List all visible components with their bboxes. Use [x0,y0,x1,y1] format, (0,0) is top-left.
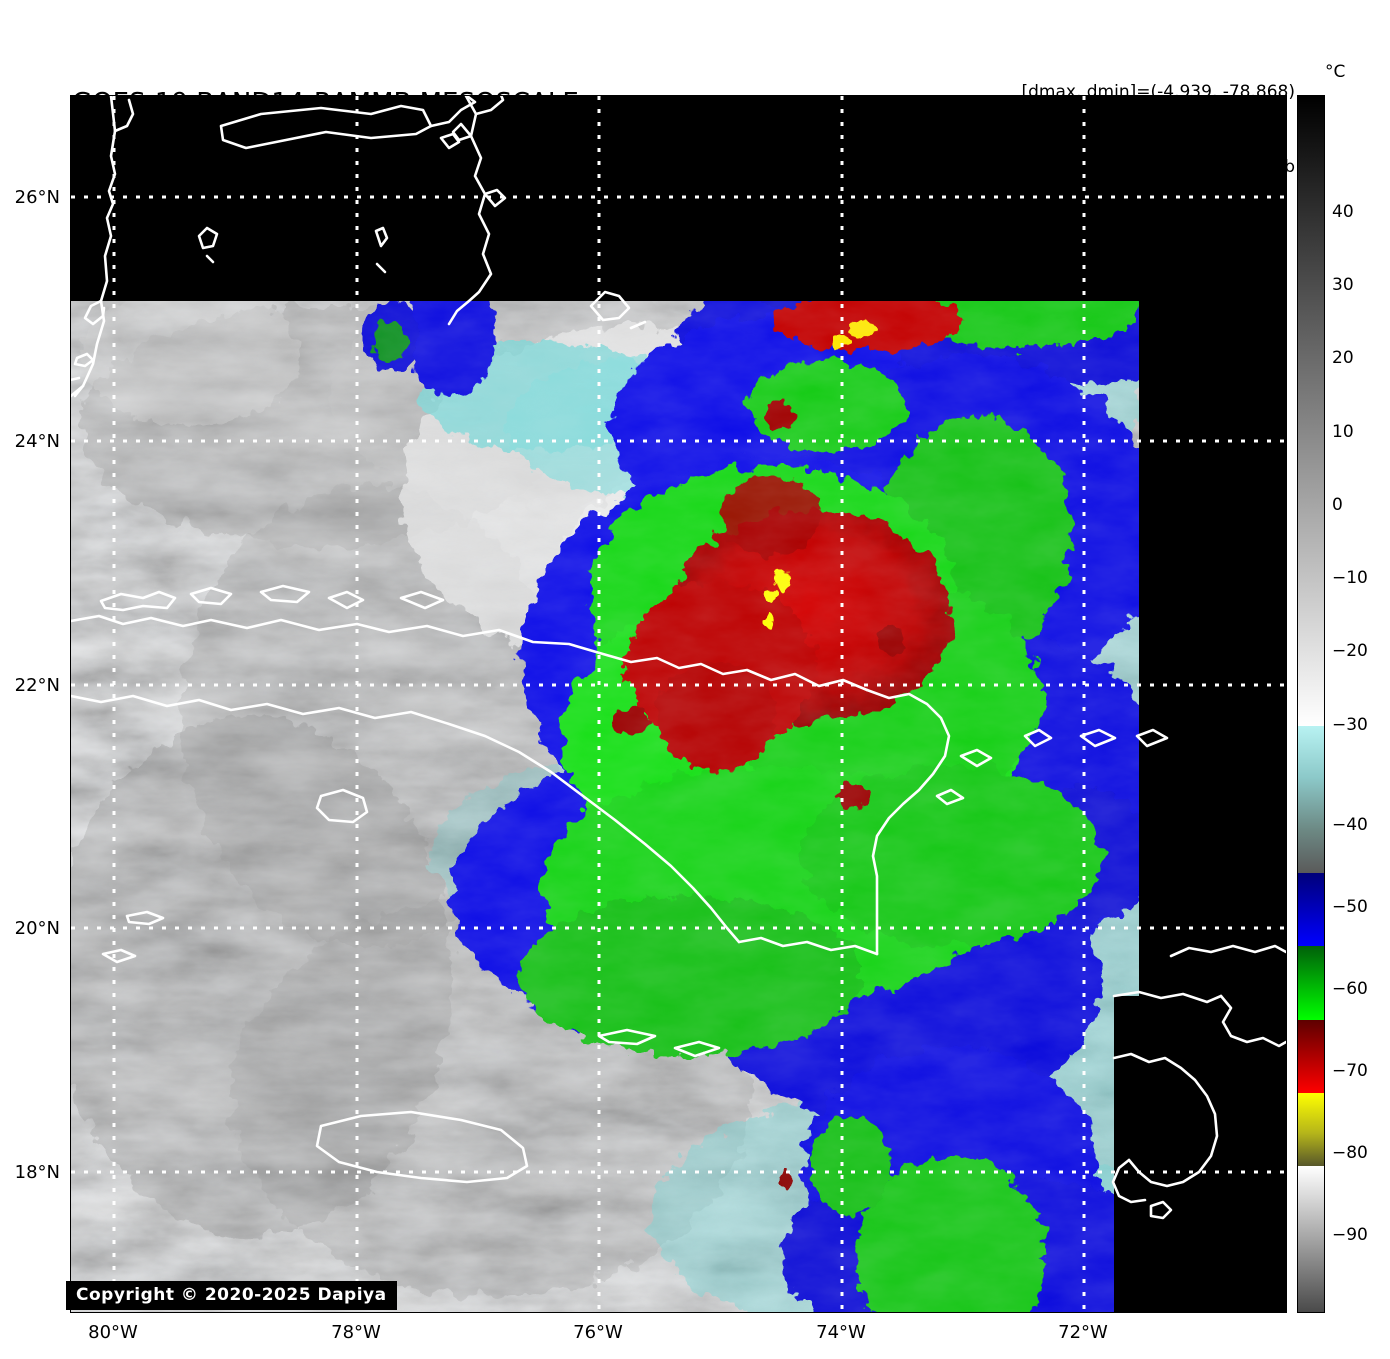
lat-tick-20n: 20°N [14,918,60,939]
cbar-seg-green [1298,946,1324,1020]
coastline-overlay [71,96,1286,1220]
copyright-watermark: Copyright © 2020-2025 Dapiya [66,1281,397,1310]
lon-tick-78w: 78°W [331,1322,381,1343]
cbar-tick-m30: −30 [1332,715,1368,735]
cbar-seg-red [1298,1020,1324,1093]
lon-tick-80w: 80°W [88,1322,138,1343]
cbar-seg-blue [1298,873,1324,946]
cbar-tick-m60: −60 [1332,979,1368,999]
lon-tick-74w: 74°W [816,1322,866,1343]
cbar-seg-grayscale-warm [1298,96,1324,726]
cbar-tick-m20: −20 [1332,641,1368,661]
cbar-seg-cyan [1298,726,1324,873]
lat-tick-26n: 26°N [14,187,60,208]
cbar-tick-40: 40 [1332,202,1354,222]
lon-tick-72w: 72°W [1058,1322,1108,1343]
lat-tick-22n: 22°N [14,675,60,696]
cbar-tick-30: 30 [1332,275,1354,295]
cbar-seg-yellow [1298,1093,1324,1166]
cbar-tick-m50: −50 [1332,897,1368,917]
satellite-imagery-svg [71,96,1286,1312]
lat-tick-24n: 24°N [14,431,60,452]
cbar-tick-m90: −90 [1332,1225,1368,1245]
cbar-tick-20: 20 [1332,348,1354,368]
temperature-colorbar[interactable] [1297,95,1325,1313]
lat-tick-18n: 18°N [14,1162,60,1183]
lon-tick-76w: 76°W [573,1322,623,1343]
cbar-tick-10: 10 [1332,422,1354,442]
colorbar-gradient [1298,96,1324,1312]
ir-brightness-temperature-field [71,301,1139,1312]
satellite-image-plot[interactable] [70,95,1287,1313]
cbar-tick-m10: −10 [1332,568,1368,588]
cbar-tick-m70: −70 [1332,1061,1368,1081]
cbar-tick-0: 0 [1332,495,1343,515]
cbar-tick-m80: −80 [1332,1143,1368,1163]
colorbar-unit-label: °C [1325,62,1346,82]
cbar-tick-m40: −40 [1332,815,1368,835]
cbar-seg-grayscale-cold [1298,1166,1324,1312]
